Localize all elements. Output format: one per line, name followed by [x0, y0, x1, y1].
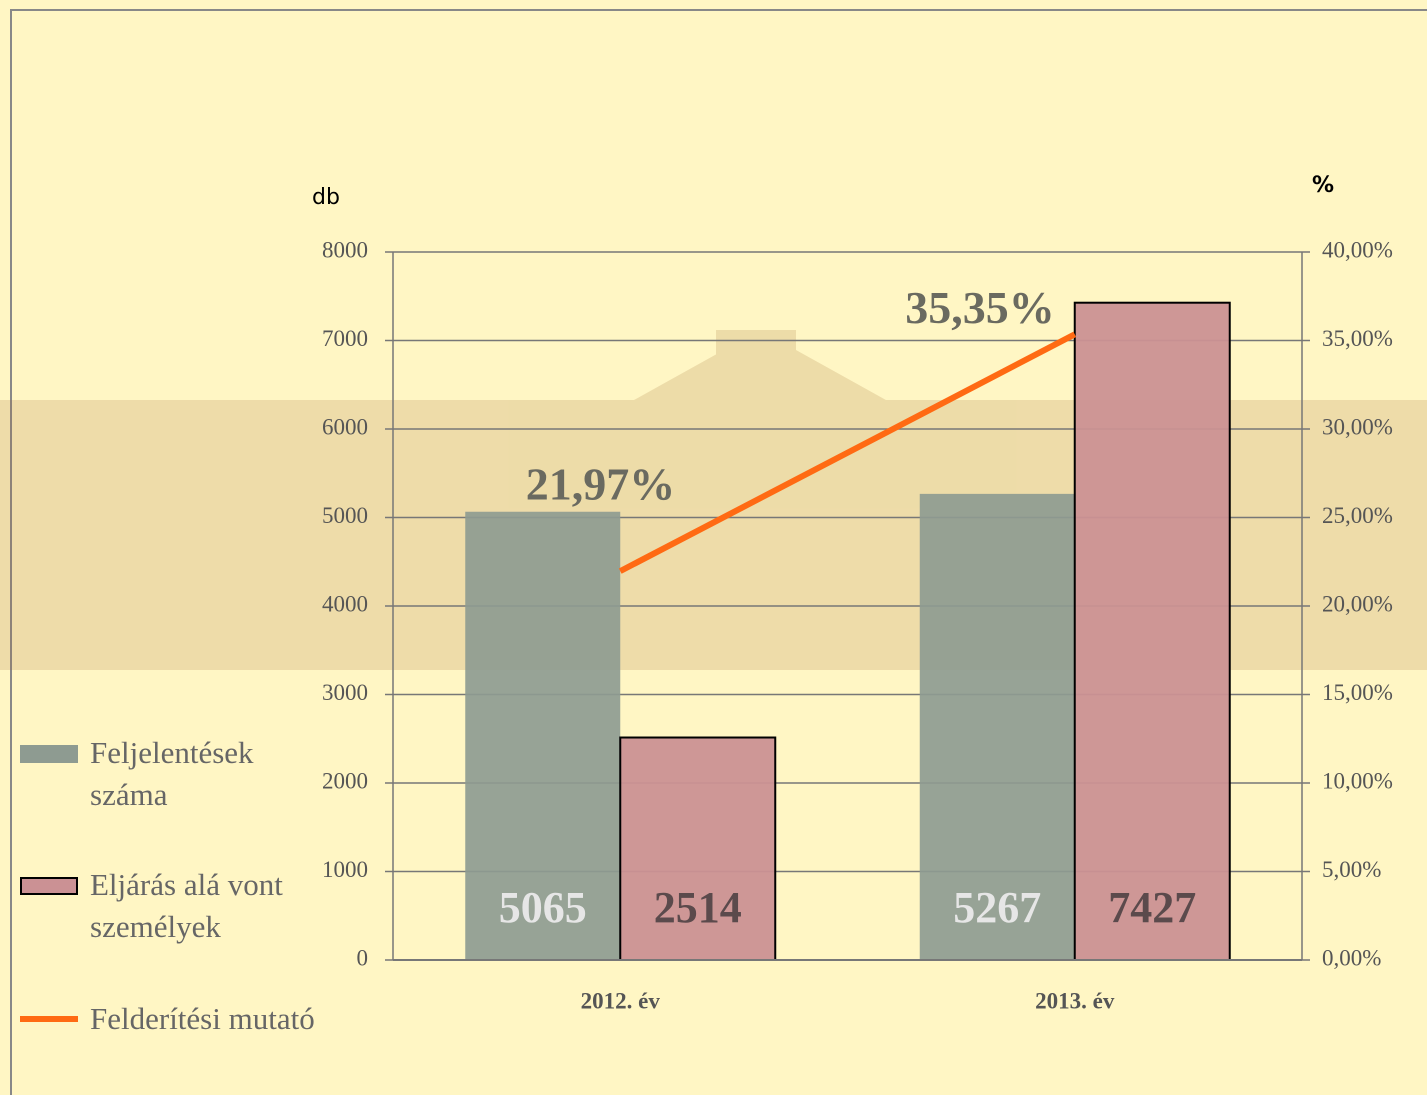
y-tick-label: 2000 [322, 768, 368, 793]
y-tick-label: 3000 [322, 680, 368, 705]
legend-swatch [20, 745, 78, 763]
line-value-label: 21,97% [526, 459, 676, 510]
legend-item: Feljelentések száma [20, 732, 320, 816]
bar [1073, 301, 1231, 961]
bar-value-label: 5267 [953, 883, 1041, 932]
legend-label: Feljelentések száma [90, 735, 254, 812]
bar [465, 511, 621, 960]
legend-swatch [20, 877, 78, 895]
y2-tick-label: 0,00% [1322, 945, 1381, 970]
y-tick-label: 5000 [322, 503, 368, 528]
y-tick-label: 4000 [322, 591, 368, 616]
line [618, 331, 1077, 574]
y-tick-label: 6000 [322, 414, 368, 439]
legend-item: Felderítési mutató [20, 998, 320, 1040]
bar-value-label: 5065 [499, 883, 587, 932]
x-tick-label: 2013. év [1035, 988, 1115, 1013]
y2-tick-label: 35,00% [1322, 326, 1393, 351]
y2-tick-label: 10,00% [1322, 768, 1393, 793]
y2-tick-label: 40,00% [1322, 237, 1393, 262]
bar-value-label: 2514 [654, 883, 742, 932]
y-tick-label: 1000 [322, 857, 368, 882]
y2-tick-label: 15,00% [1322, 680, 1393, 705]
bar [619, 736, 777, 961]
y-tick-label: 7000 [322, 326, 368, 351]
y2-tick-label: 25,00% [1322, 503, 1393, 528]
bar [919, 493, 1075, 960]
y-tick-label: 8000 [322, 237, 368, 262]
y-axis-label: db [312, 185, 340, 210]
legend-label: Eljárás alá vont személyek [90, 867, 283, 944]
legend-item: Eljárás alá vont személyek [20, 864, 320, 948]
line-value-label: 35,35% [905, 282, 1055, 333]
legend-swatch [20, 1016, 78, 1022]
y2-axis-label: % [1312, 173, 1334, 198]
y-tick-label: 0 [357, 945, 369, 970]
y2-tick-label: 5,00% [1322, 857, 1381, 882]
x-tick-label: 2012. év [581, 988, 661, 1013]
y2-tick-label: 30,00% [1322, 414, 1393, 439]
legend-label: Felderítési mutató [90, 1001, 315, 1036]
bar-value-label: 7427 [1108, 883, 1196, 932]
y2-tick-label: 20,00% [1322, 591, 1393, 616]
